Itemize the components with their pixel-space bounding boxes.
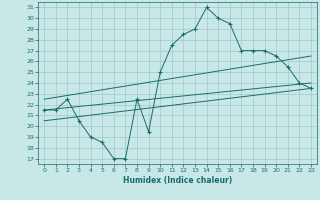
X-axis label: Humidex (Indice chaleur): Humidex (Indice chaleur)	[123, 176, 232, 185]
